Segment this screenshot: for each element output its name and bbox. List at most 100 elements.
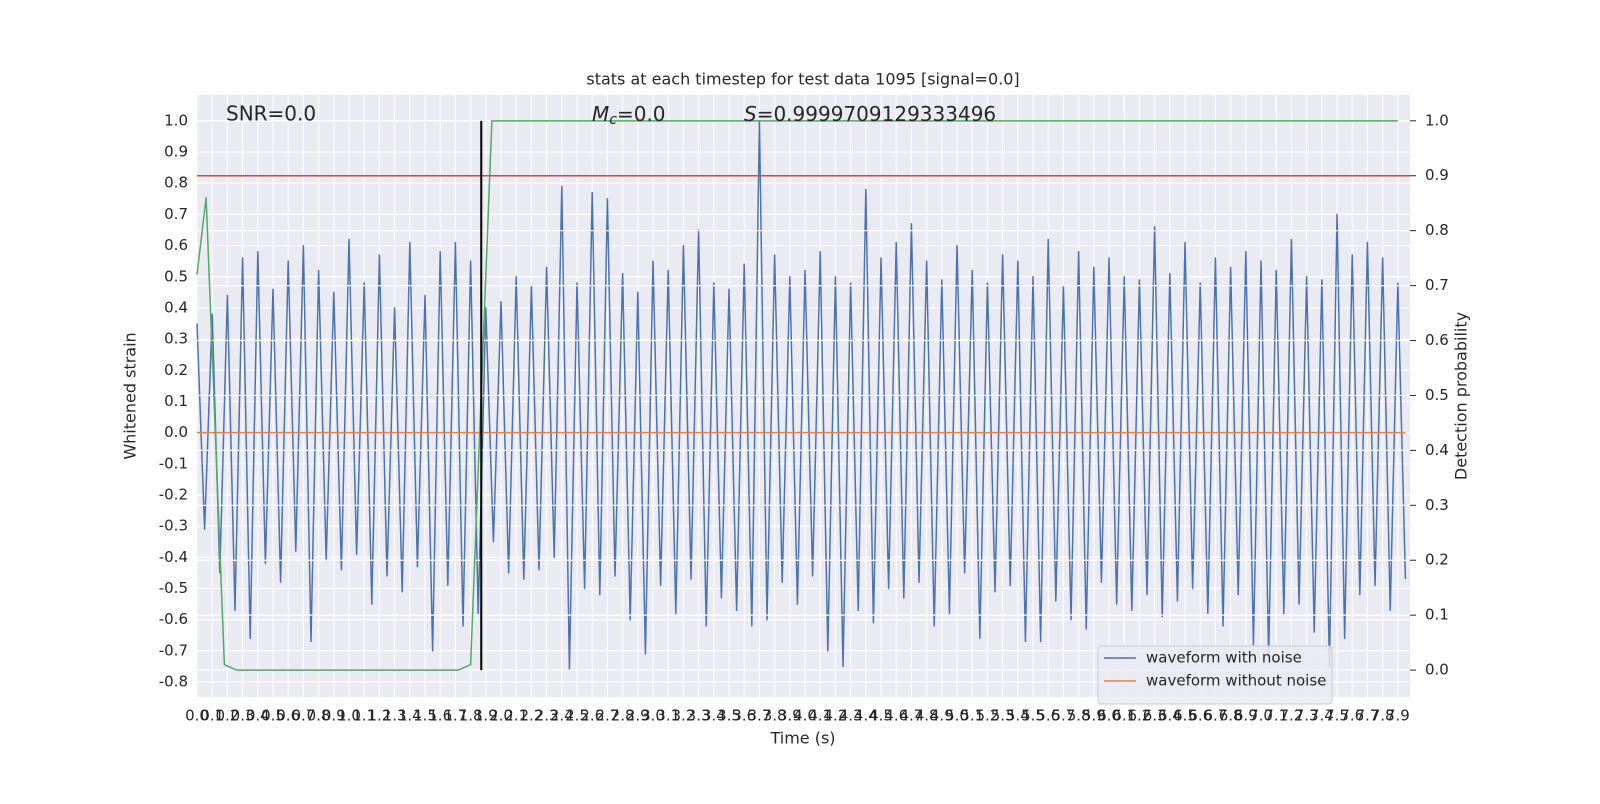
x-tick-label: 1.0 — [337, 707, 361, 725]
x-tick-label: 5.3 — [991, 707, 1015, 725]
y-tick-label: -0.5 — [159, 579, 188, 597]
x-tick-label: 2.5 — [565, 707, 589, 725]
x-tick-label: 6.2 — [1128, 707, 1152, 725]
y-tick-label: -0.2 — [159, 485, 188, 503]
x-tick-label: 1.8 — [459, 707, 483, 725]
legend-label: waveform without noise — [1146, 672, 1326, 690]
y2-tick-label: 0.4 — [1425, 441, 1449, 459]
x-tick-label: 3.2 — [671, 707, 695, 725]
x-tick-label: 3.1 — [656, 707, 680, 725]
x-tick-label: 1.1 — [352, 707, 376, 725]
x-tick-label: 5.4 — [1006, 707, 1030, 725]
y-tick-label: 0.6 — [164, 236, 188, 254]
annotation-text: =0.0 — [617, 102, 666, 126]
annotation-text: =0.9999709129333496 — [757, 102, 996, 126]
y-tick-label: 0.0 — [164, 423, 188, 441]
y-tick-label: -0.6 — [159, 610, 188, 628]
x-tick-label: 7.8 — [1371, 707, 1395, 725]
y2-tick-label: 0.0 — [1425, 661, 1449, 679]
y-tick-label: 0.4 — [164, 298, 188, 316]
x-tick-label: 3.3 — [687, 707, 711, 725]
annotation: Mc=0.0 — [592, 102, 666, 129]
legend-box — [1097, 645, 1333, 705]
x-tick-label: 6.4 — [1158, 707, 1182, 725]
x-tick-label: 3.7 — [747, 707, 771, 725]
x-tick-label: 4.7 — [899, 707, 923, 725]
y-tick-label: 0.2 — [164, 361, 188, 379]
x-tick-label: 7.2 — [1280, 707, 1304, 725]
y-tick-label: -0.3 — [159, 517, 188, 535]
y2-tick-label: 0.5 — [1425, 386, 1449, 404]
x-tick-label: 2.1 — [504, 707, 528, 725]
x-axis-label: Time (s) — [769, 729, 835, 748]
y2-tick-label: 0.8 — [1425, 221, 1449, 239]
x-tick-label: 0.6 — [276, 707, 300, 725]
x-tick-label: 4.4 — [854, 707, 878, 725]
x-tick-label: 5.0 — [945, 707, 969, 725]
x-tick-label: 6.7 — [1204, 707, 1228, 725]
y-tick-label: -0.4 — [159, 548, 188, 566]
x-tick-label: 0.4 — [246, 707, 270, 725]
y-tick-label: 0.8 — [164, 174, 188, 192]
x-tick-label: 6.3 — [1143, 707, 1167, 725]
x-tick-label: 7.6 — [1340, 707, 1364, 725]
x-tick-label: 2.3 — [535, 707, 559, 725]
marks-y2 — [196, 120, 1410, 671]
legend: waveform with noise waveform without nois… — [1097, 645, 1333, 705]
x-tick-label: 4.1 — [808, 707, 832, 725]
x-tick-label: 0.8 — [307, 707, 331, 725]
x-tick-label: 4.5 — [869, 707, 893, 725]
x-tick-label: 2.2 — [519, 707, 543, 725]
x-tick-label: 0.7 — [291, 707, 315, 725]
x-tick-label: 7.3 — [1295, 707, 1319, 725]
x-tick-label: 0.9 — [322, 707, 346, 725]
x-tick-label: 4.2 — [823, 707, 847, 725]
x-tick-label: 1.2 — [367, 707, 391, 725]
x-tick-label: 5.9 — [1082, 707, 1106, 725]
x-tick-label: 4.0 — [793, 707, 817, 725]
x-tick-label: 5.6 — [1036, 707, 1060, 725]
x-tick-label: 1.5 — [413, 707, 437, 725]
x-tick-label: 5.5 — [1021, 707, 1045, 725]
x-tick-label: 3.6 — [732, 707, 756, 725]
x-tick-label: 0.3 — [231, 707, 255, 725]
legend-label: waveform with noise — [1146, 649, 1302, 667]
annotation: SNR=0.0 — [226, 102, 316, 126]
x-tick-label: 1.6 — [428, 707, 452, 725]
x-tick-label: 2.7 — [595, 707, 619, 725]
x-tick-label: 4.8 — [915, 707, 939, 725]
annotation: S=0.9999709129333496 — [744, 102, 996, 126]
x-tick-label: 4.9 — [930, 707, 954, 725]
x-tick-label: 4.6 — [884, 707, 908, 725]
y-tick-label: -0.8 — [159, 673, 188, 691]
y2-tick-label: 1.0 — [1425, 111, 1449, 129]
x-tick-label: 2.6 — [580, 707, 604, 725]
x-tick-label: 3.8 — [763, 707, 787, 725]
x-tick-label: 5.1 — [960, 707, 984, 725]
annotation-symbol: S — [744, 102, 757, 126]
x-tick-label: 6.0 — [1097, 707, 1121, 725]
y-tick-label: 1.0 — [164, 111, 188, 129]
x-tick-label: 5.2 — [975, 707, 999, 725]
x-tick-label: 6.9 — [1234, 707, 1258, 725]
x-tick-label: 7.1 — [1264, 707, 1288, 725]
y-tick-label: 0.1 — [164, 392, 188, 410]
x-tick-label: 0.1 — [200, 707, 224, 725]
y-tick-label: -0.7 — [159, 641, 188, 659]
series-line — [196, 120, 1398, 671]
x-tick-label: 1.9 — [474, 707, 498, 725]
y-tick-label: 0.5 — [164, 267, 188, 285]
y2-tick-label: 0.3 — [1425, 496, 1449, 514]
annotation-symbol: M — [592, 102, 609, 126]
x-tick-label: 6.8 — [1219, 707, 1243, 725]
x-tick-label: 7.9 — [1386, 707, 1410, 725]
x-tick-label: 7.5 — [1325, 707, 1349, 725]
x-tick-label: 3.5 — [717, 707, 741, 725]
y-tick-label: -0.1 — [159, 454, 188, 472]
x-tick-label: 7.4 — [1310, 707, 1334, 725]
x-tick-label: 1.7 — [443, 707, 467, 725]
x-tick-label: 2.0 — [489, 707, 513, 725]
x-tick-label: 5.8 — [1067, 707, 1091, 725]
